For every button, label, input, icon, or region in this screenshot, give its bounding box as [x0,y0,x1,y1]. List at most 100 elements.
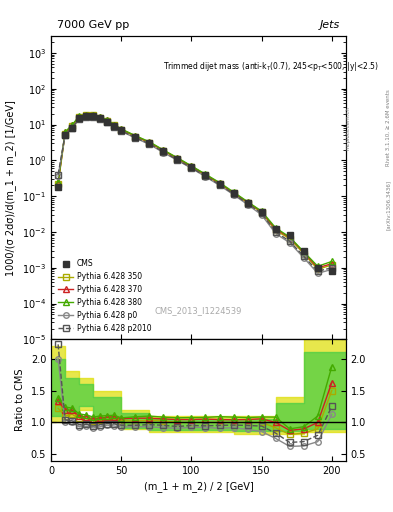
Pythia 6.428 370 [245,199,250,205]
Pythia 6.428 380 [70,122,75,128]
Pythia 6.428 p0 [56,173,61,179]
Pythia 6.428 p0 [105,119,110,125]
Line: Pythia 6.428 350: Pythia 6.428 350 [55,113,334,272]
Text: 7000 GeV pp: 7000 GeV pp [57,20,129,30]
Pythia 6.428 380 [175,155,180,161]
Pythia 6.428 370 [98,114,103,120]
Pythia 6.428 p2010 [329,265,334,271]
Pythia 6.428 p0 [175,157,180,163]
Pythia 6.428 370 [231,189,236,196]
Pythia 6.428 p2010 [175,157,180,163]
Pythia 6.428 370 [112,122,117,128]
Pythia 6.428 380 [287,234,292,240]
Pythia 6.428 370 [77,114,81,120]
Pythia 6.428 p0 [70,125,75,131]
Pythia 6.428 p2010 [316,268,320,274]
Line: Pythia 6.428 370: Pythia 6.428 370 [55,112,334,270]
Pythia 6.428 350 [329,262,334,268]
Pythia 6.428 p0 [203,174,208,180]
Pythia 6.428 p0 [301,254,306,261]
Pythia 6.428 p0 [77,116,81,122]
Pythia 6.428 380 [316,263,320,269]
Pythia 6.428 370 [273,226,278,232]
Pythia 6.428 350 [231,190,236,197]
Pythia 6.428 380 [133,133,138,139]
Pythia 6.428 p2010 [77,116,81,122]
Pythia 6.428 380 [217,180,222,186]
Pythia 6.428 370 [329,261,334,267]
Pythia 6.428 370 [63,130,68,136]
Pythia 6.428 p0 [329,266,334,272]
Pythia 6.428 350 [105,118,110,124]
Pythia 6.428 350 [112,122,117,129]
Text: [arXiv:1306.3436]: [arXiv:1306.3436] [386,180,391,230]
Pythia 6.428 380 [98,114,103,120]
Pythia 6.428 p2010 [245,201,250,207]
Pythia 6.428 380 [259,208,264,215]
Pythia 6.428 350 [161,147,166,154]
Pythia 6.428 380 [161,147,166,153]
Pythia 6.428 p0 [273,230,278,237]
Pythia 6.428 370 [175,155,180,161]
Pythia 6.428 380 [245,199,250,205]
Pythia 6.428 p2010 [98,116,103,122]
Pythia 6.428 p0 [84,114,88,120]
Pythia 6.428 p2010 [119,127,124,134]
Pythia 6.428 350 [147,140,152,146]
Pythia 6.428 p2010 [301,253,306,259]
Pythia 6.428 380 [112,121,117,127]
Pythia 6.428 370 [56,180,61,186]
Pythia 6.428 p0 [259,212,264,218]
Pythia 6.428 380 [91,112,95,118]
Pythia 6.428 p2010 [63,132,68,138]
Pythia 6.428 370 [147,139,152,145]
Pythia 6.428 p2010 [84,114,88,120]
Pythia 6.428 350 [84,112,88,118]
Pythia 6.428 350 [77,114,81,120]
Pythia 6.428 370 [259,208,264,215]
Pythia 6.428 350 [189,164,194,170]
Pythia 6.428 p2010 [112,123,117,130]
Pythia 6.428 350 [287,236,292,242]
Pythia 6.428 370 [301,249,306,255]
Pythia 6.428 350 [91,112,95,118]
Pythia 6.428 370 [287,234,292,241]
Pythia 6.428 370 [133,133,138,139]
Text: mcplots.cern.ch: mcplots.cern.ch [346,106,351,150]
Pythia 6.428 370 [105,117,110,123]
Legend: CMS, Pythia 6.428 350, Pythia 6.428 370, Pythia 6.428 380, Pythia 6.428 p0, Pyth: CMS, Pythia 6.428 350, Pythia 6.428 370,… [55,257,155,335]
Pythia 6.428 p0 [231,191,236,198]
Pythia 6.428 380 [273,225,278,231]
Pythia 6.428 370 [189,163,194,169]
Pythia 6.428 350 [119,126,124,133]
Line: Pythia 6.428 p0: Pythia 6.428 p0 [55,115,334,276]
Pythia 6.428 350 [63,131,68,137]
Pythia 6.428 370 [84,112,88,118]
Pythia 6.428 380 [63,129,68,135]
Pythia 6.428 p2010 [217,182,222,188]
Pythia 6.428 350 [316,266,320,272]
Pythia 6.428 p0 [316,270,320,276]
Pythia 6.428 380 [147,139,152,145]
Pythia 6.428 370 [119,126,124,132]
Line: Pythia 6.428 380: Pythia 6.428 380 [55,112,334,269]
Y-axis label: 1000/(σ 2dσ)/d(m_1 + m_2) [1/GeV]: 1000/(σ 2dσ)/d(m_1 + m_2) [1/GeV] [6,100,17,275]
Text: Jets: Jets [320,20,340,30]
Pythia 6.428 350 [301,250,306,257]
Pythia 6.428 p2010 [203,173,208,179]
X-axis label: (m_1 + m_2) / 2 [GeV]: (m_1 + m_2) / 2 [GeV] [143,481,253,492]
Pythia 6.428 350 [273,227,278,233]
Pythia 6.428 350 [245,200,250,206]
Pythia 6.428 350 [259,209,264,216]
Text: Trimmed dijet mass (anti-k$_T$(0.7), 245<p$_T$<500, |y|<2.5): Trimmed dijet mass (anti-k$_T$(0.7), 245… [163,60,379,73]
Pythia 6.428 p0 [245,202,250,208]
Pythia 6.428 370 [91,112,95,118]
Pythia 6.428 350 [98,115,103,121]
Pythia 6.428 p0 [119,128,124,134]
Text: CMS_2013_I1224539: CMS_2013_I1224539 [155,306,242,315]
Pythia 6.428 380 [56,179,61,185]
Pythia 6.428 p0 [161,150,166,156]
Pythia 6.428 370 [70,122,75,129]
Pythia 6.428 380 [301,249,306,255]
Pythia 6.428 p0 [98,116,103,122]
